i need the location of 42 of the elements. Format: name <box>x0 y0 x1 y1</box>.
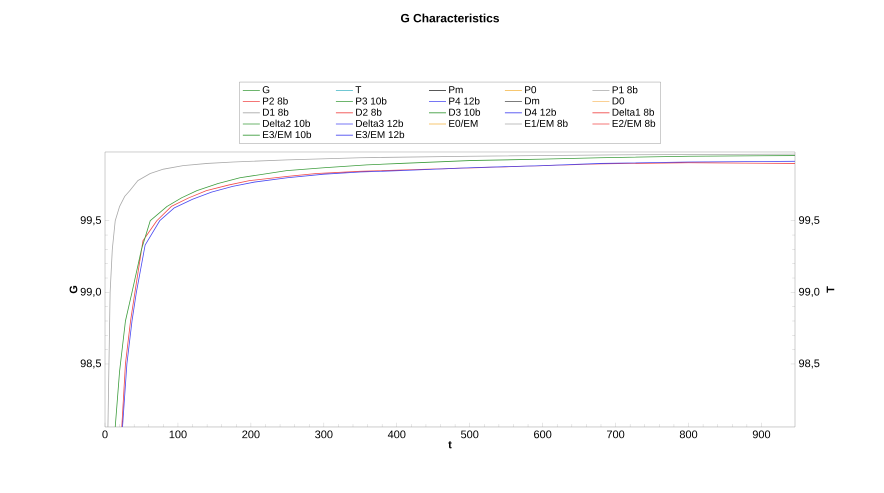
x-tick-label: 500 <box>460 430 478 438</box>
legend-label: E1/EM 8b <box>525 120 568 127</box>
x-tick-label: 200 <box>242 430 260 438</box>
legend-label: Delta3 12b <box>356 120 404 127</box>
y-tick-label: 99,0 <box>80 288 102 297</box>
legend-label: E3/EM 10b <box>263 130 312 138</box>
x-tick-label: 800 <box>680 430 698 438</box>
y-tick-label: 99,5 <box>80 216 102 226</box>
legend-label: P1 8b <box>612 86 638 94</box>
legend-label: D4 12b <box>525 108 556 116</box>
x-tick-label: 700 <box>607 430 624 438</box>
legend-label: E0/EM <box>449 120 478 127</box>
y-tick-label: 98,5 <box>80 359 102 368</box>
legend-label: D0 <box>612 97 624 104</box>
legend-label: Delta2 10b <box>263 120 310 127</box>
x-tick-label: 300 <box>315 430 333 438</box>
x-axis-title: t <box>448 441 452 448</box>
y2-tick-label: 98,5 <box>799 359 820 368</box>
legend-label: P3 10b <box>356 97 386 105</box>
y2-axis-title: T <box>826 286 834 293</box>
legend-label: P2 8b <box>263 97 288 105</box>
x-tick-label: 100 <box>170 430 187 438</box>
legend-label: Pm <box>449 86 463 94</box>
legend-label: Dm <box>525 97 540 104</box>
legend-label: P4 12b <box>449 97 480 105</box>
chart-title: G Characteristics <box>400 14 499 22</box>
legend-label: G <box>262 86 270 94</box>
y2-tick-label: 99,5 <box>799 216 820 226</box>
legend-label: E2/EM 8b <box>612 120 656 127</box>
x-tick-label: 600 <box>534 430 552 438</box>
legend-label: T <box>356 86 362 94</box>
y2-tick-label: 99,0 <box>799 288 820 297</box>
legend-label: D3 10b <box>449 108 480 116</box>
legend-label: E3/EM 12b <box>356 130 404 138</box>
legend-label: D1 8b <box>263 108 288 116</box>
legend-label: P0 <box>525 86 536 94</box>
x-tick-label: 900 <box>752 430 770 438</box>
x-tick-label: 400 <box>388 430 406 438</box>
y-axis-title: G <box>70 286 78 294</box>
legend-label: D2 8b <box>356 108 382 116</box>
legend-label: Delta1 8b <box>612 108 654 116</box>
x-tick-label: 0 <box>102 430 108 438</box>
